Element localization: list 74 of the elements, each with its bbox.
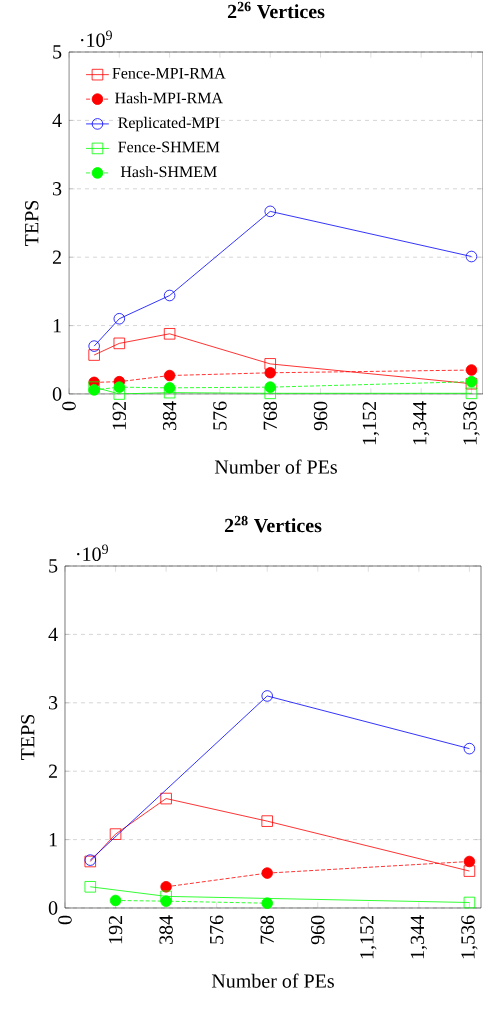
point bbox=[264, 387, 276, 400]
y-tick-label: 3 bbox=[53, 182, 62, 196]
point bbox=[465, 364, 478, 376]
x-tick-label: 960 bbox=[313, 401, 328, 431]
point bbox=[113, 337, 126, 350]
point bbox=[264, 205, 276, 218]
legend-label: Fence-SHMEM bbox=[118, 141, 220, 153]
point bbox=[463, 742, 476, 755]
x-tick-label: 1,152 bbox=[362, 402, 380, 445]
x-tick-label: 1,152 bbox=[360, 916, 377, 959]
point bbox=[84, 881, 97, 893]
x-tick-label: 960 bbox=[311, 915, 325, 945]
point bbox=[261, 690, 273, 702]
point bbox=[160, 895, 172, 907]
point bbox=[163, 328, 176, 340]
y-tick-label: 3 bbox=[49, 696, 58, 710]
point bbox=[160, 792, 172, 805]
point bbox=[109, 894, 122, 907]
point bbox=[113, 388, 126, 400]
x-tick-label: 1,344 bbox=[413, 401, 430, 445]
y-tick-label: 1 bbox=[49, 833, 57, 847]
y-axis-title: TEPS bbox=[25, 200, 39, 246]
x-tick-label: 1,344 bbox=[410, 915, 428, 959]
x-tick-label: 768 bbox=[260, 915, 274, 944]
point bbox=[264, 381, 276, 393]
y-tick-label: 0 bbox=[52, 387, 62, 401]
x-tick-label: 1,536 bbox=[463, 401, 480, 445]
chart-title: 2$^{26}$ Vertices bbox=[227, 1, 325, 19]
point bbox=[264, 367, 276, 379]
legend-label: Hash-MPI-RMA bbox=[115, 92, 223, 104]
point bbox=[463, 855, 476, 868]
y-tick-label: 4 bbox=[52, 113, 62, 127]
point bbox=[465, 387, 478, 400]
point bbox=[463, 865, 476, 877]
y-tick-label: 5 bbox=[53, 45, 62, 59]
point bbox=[261, 897, 273, 909]
x-tick-label: 768 bbox=[263, 401, 277, 430]
point bbox=[163, 382, 176, 394]
x-tick-label: 1,536 bbox=[461, 915, 478, 959]
point bbox=[113, 381, 126, 393]
x-tick-label: 384 bbox=[162, 401, 177, 430]
legend-label: Replicated-MPI bbox=[118, 116, 220, 132]
y-axis-title: TEPS bbox=[21, 714, 35, 760]
y-tick-label: 4 bbox=[48, 627, 58, 641]
point bbox=[261, 867, 273, 879]
legend-label: Fence-MPI-RMA bbox=[112, 67, 226, 79]
text: ·10$^{9}$ bbox=[81, 30, 112, 47]
x-tick-label: 576 bbox=[213, 401, 227, 430]
y-tick-label: 1 bbox=[53, 319, 61, 333]
x-tick-label: 576 bbox=[209, 915, 224, 944]
point bbox=[88, 349, 100, 361]
point bbox=[261, 815, 273, 827]
point bbox=[163, 289, 176, 302]
chart-title: 2$^{28}$ Vertices bbox=[224, 515, 322, 533]
point bbox=[463, 896, 476, 909]
x-tick-label: 384 bbox=[159, 915, 173, 944]
point bbox=[264, 358, 276, 370]
y-tick-label: 2 bbox=[48, 764, 57, 778]
point bbox=[163, 369, 176, 382]
text: ·10$^{9}$ bbox=[77, 544, 108, 561]
x-axis-title: Number of PEs bbox=[214, 459, 337, 474]
y-tick-label: 2 bbox=[52, 250, 61, 264]
point bbox=[113, 313, 126, 325]
y-tick-label: 0 bbox=[48, 901, 58, 915]
x-tick-label: 192 bbox=[108, 916, 123, 944]
x-tick-label: 0 bbox=[62, 401, 76, 411]
x-tick-label: 192 bbox=[112, 402, 127, 430]
y-tick-label: 5 bbox=[49, 559, 58, 573]
x-axis-title: Number of PEs bbox=[211, 973, 334, 988]
legend-label: Hash-SHMEM bbox=[120, 165, 217, 178]
point bbox=[163, 386, 176, 399]
point bbox=[465, 250, 478, 263]
point bbox=[88, 340, 100, 352]
point bbox=[109, 828, 122, 840]
